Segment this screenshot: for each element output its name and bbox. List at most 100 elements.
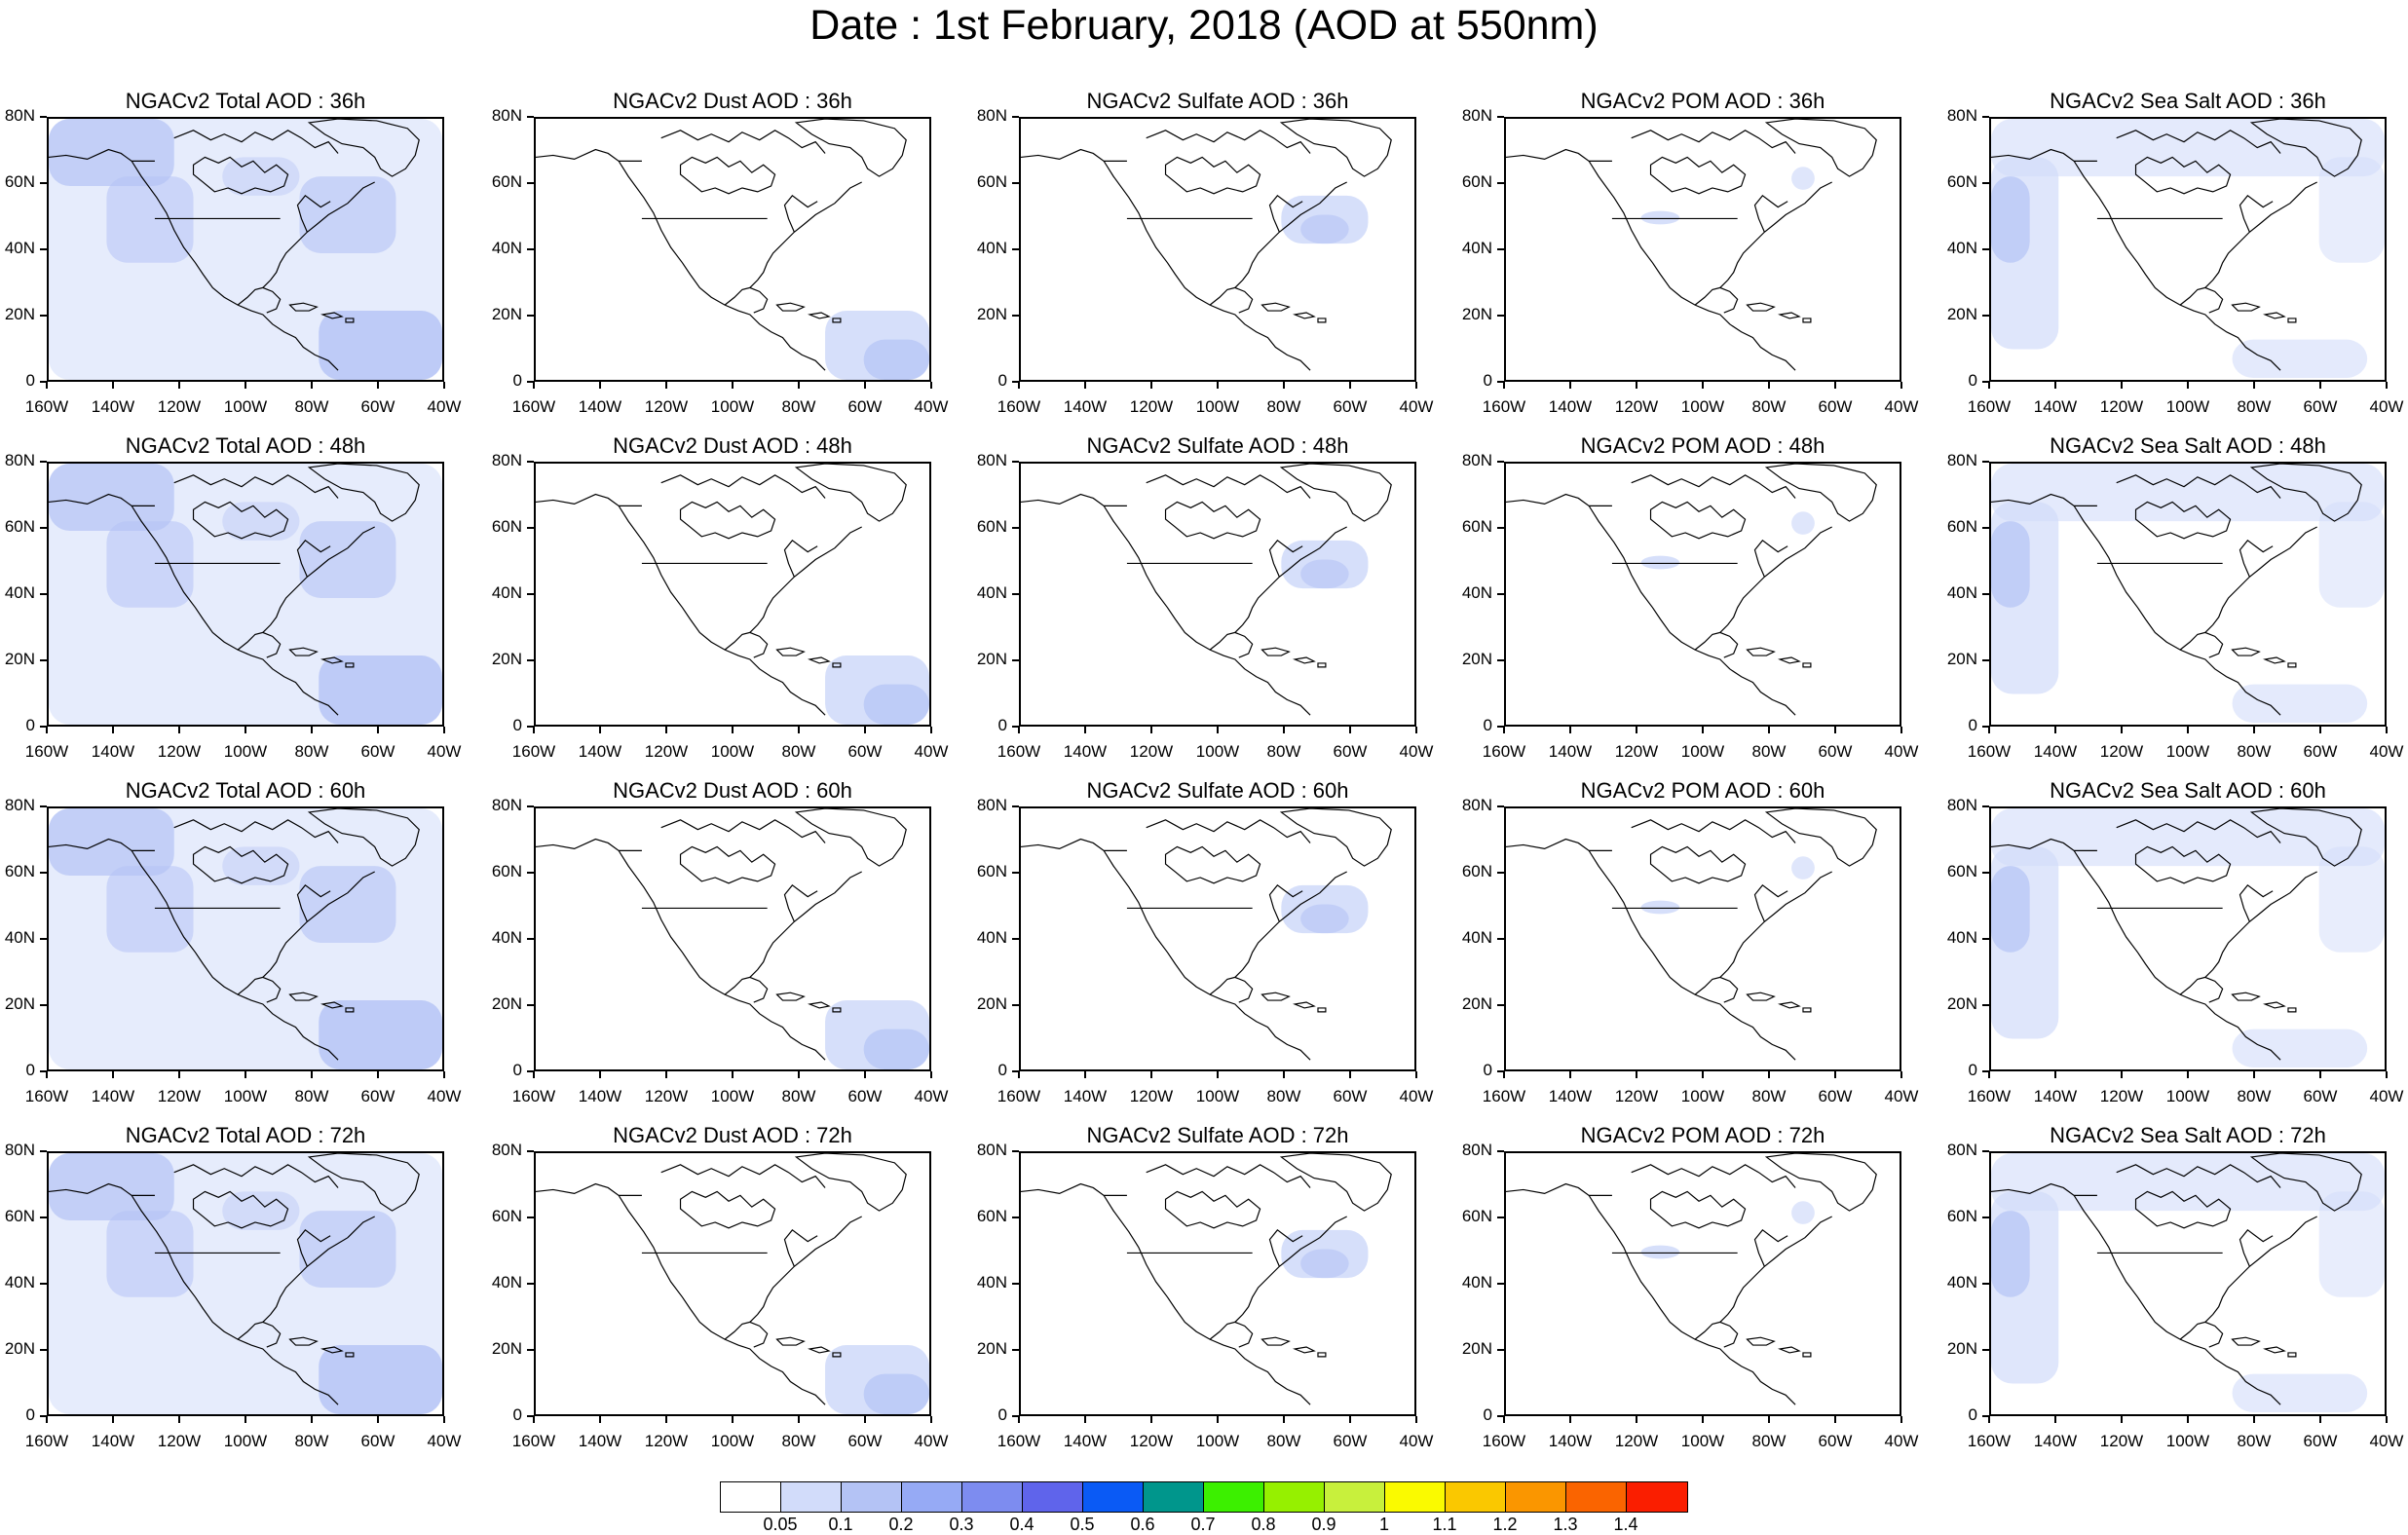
lon-tick [1217,727,1219,733]
map-panel: NGACv2 Sulfate AOD : 72h 80N 60N 40N 20N 0 160… [972,1122,1459,1467]
lon-tick [2187,382,2189,389]
aod-shading [49,808,174,876]
aod-map [47,806,444,1071]
map-panel: NGACv2 Total AOD : 60h 80N 60N 40N 20N 0 160W 1… [0,777,487,1122]
aod-shading [1991,808,2385,867]
lat-tick [527,1349,534,1351]
coastline [1293,1001,1316,1009]
coastline [192,1190,289,1229]
coastline [1209,286,1254,314]
lon-tick [2187,1071,2189,1078]
lat-tick [1982,461,1989,463]
lon-tick [1150,1071,1152,1078]
lon-tick [1569,382,1571,389]
panel-title: NGACv2 Sulfate AOD : 48h [1086,433,1349,458]
lon-tick [2121,382,2123,389]
lon-tick [599,1416,601,1423]
lon-tick [178,1416,180,1423]
lon-tick [533,1416,535,1423]
lat-tick-label: 80N [1946,796,1977,814]
lat-tick-label: 60N [976,1207,1007,1225]
lon-tick-label: 80W [2237,397,2272,416]
map-panel: NGACv2 POM AOD : 60h 80N 60N 40N 20N 0 160W 140… [1457,777,1944,1122]
map-panel: NGACv2 POM AOD : 72h 80N 60N 40N 20N 0 160W 140… [1457,1122,1944,1467]
aod-shading [2232,684,2368,724]
coastline [1506,838,1796,1061]
coastline [1631,130,1796,154]
lon-tick-label: 140W [91,1087,135,1105]
lat-tick [1497,805,1504,807]
lon-tick-label: 80W [1751,1432,1787,1450]
map-panel: NGACv2 Dust AOD : 48h 80N 60N 40N 20N 0 160W 14… [487,432,974,777]
lon-tick-label: 120W [1129,742,1174,761]
coastline [794,464,907,522]
lat-tick-label: 60N [976,862,1007,880]
coastline [2116,130,2281,154]
coastline [2287,1007,2297,1013]
coastline [679,501,776,540]
lat-tick [527,659,534,661]
lon-tick-label: 140W [2033,1432,2078,1450]
coastline [2231,992,2261,1001]
lon-tick-label: 100W [710,1432,755,1450]
lat-tick [40,1283,47,1285]
coastline [660,474,826,499]
lat-tick-label: 60N [1946,862,1977,880]
lon-tick-label: 100W [1195,397,1240,416]
lat-tick [40,1004,47,1006]
coastline [345,318,355,323]
lat-tick-label: 80N [1461,106,1492,125]
lon-tick-label: 160W [1967,397,2012,416]
panel-title: NGACv2 POM AOD : 60h [1580,778,1825,803]
coastline [2231,1336,2261,1346]
aod-shading [49,119,174,186]
lon-tick-label: 120W [157,1432,202,1450]
lon-tick-label: 160W [511,1087,556,1105]
lat-tick [527,1004,534,1006]
lat-tick-label: 40N [491,928,522,947]
lon-tick [864,727,866,733]
lon-tick-label: 160W [511,742,556,761]
lon-tick [930,1071,932,1078]
coastline [2249,464,2362,522]
lon-tick-label: 60W [847,1432,883,1450]
lon-tick-label: 40W [2369,1432,2404,1450]
aod-shading [49,1153,174,1220]
coastline [1649,1190,1747,1229]
lat-tick [40,381,47,383]
coastline [345,662,355,668]
lat-tick-label: 80N [4,106,35,125]
lon-tick [798,382,800,389]
lat-tick-label: 0 [25,1405,35,1424]
lat-tick [1012,248,1019,250]
coastline [783,540,818,578]
aod-map [47,117,444,382]
lon-tick [1349,382,1351,389]
coastline [1802,318,1812,323]
lon-tick-label: 60W [1818,397,1853,416]
lat-tick-label: 40N [1946,1273,1977,1292]
lat-tick [1982,1004,1989,1006]
lon-tick [1084,727,1086,733]
lon-tick [930,1416,932,1423]
coastline [1209,976,1254,1003]
lon-tick-label: 140W [1548,742,1593,761]
lon-tick [864,1071,866,1078]
coastline [1764,808,1877,867]
lon-tick-label: 100W [1195,742,1240,761]
coastline [1317,662,1327,668]
lat-tick [1497,659,1504,661]
aod-map [1019,117,1416,382]
aod-shading [2232,339,2368,379]
lon-tick [46,1416,48,1423]
aod-shading [106,176,194,263]
coastline [1778,312,1801,319]
aod-map [1504,1151,1901,1416]
coastline [262,181,375,288]
lon-tick-label: 160W [24,742,69,761]
coastline [296,1229,331,1267]
lat-tick [40,872,47,874]
lon-tick-label: 40W [1884,1087,1919,1105]
lon-tick [533,382,535,389]
aod-shading [319,1000,442,1069]
